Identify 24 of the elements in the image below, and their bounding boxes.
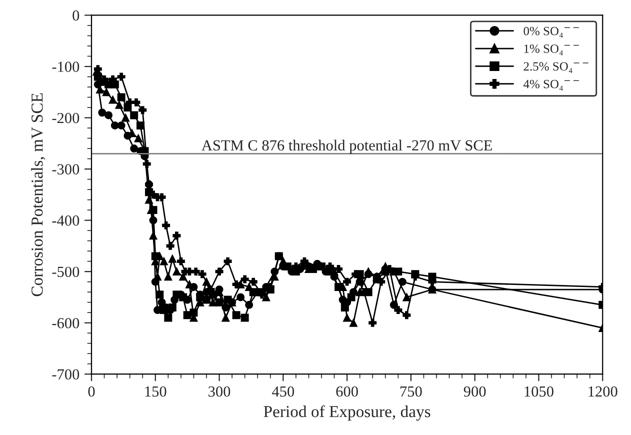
- x-axis-title: Period of Exposure, days: [264, 405, 430, 421]
- ref-line-label: ASTM C 876 threshold potential -270 mV SCE: [202, 140, 492, 154]
- y-tick-label: -400: [52, 215, 80, 226]
- y-tick-label: 0: [72, 10, 80, 21]
- x-tick-label: 1200: [588, 386, 618, 397]
- x-tick-label: 750: [400, 386, 422, 397]
- x-tick-label: 300: [208, 386, 230, 397]
- x-tick-label: 450: [272, 386, 294, 397]
- y-tick-label: -300: [52, 164, 80, 174]
- y-axis-title: Corrosion Potentials, mV SCE: [31, 93, 46, 296]
- x-tick-label: 1050: [524, 386, 554, 397]
- x-tick-label: 0: [88, 386, 95, 397]
- legend-label: 2.5% SO₄$^{−−}$: [524, 62, 588, 74]
- x-tick-label: 900: [464, 386, 486, 397]
- y-tick-label: -600: [52, 318, 80, 328]
- legend-label: 1% SO₄$^{−−}$: [524, 44, 579, 56]
- legend-label: 4% SO₄$^{−−}$: [523, 80, 579, 91]
- y-tick-label: -100: [52, 62, 80, 72]
- y-tick-label: -500: [52, 266, 80, 278]
- y-tick-label: -700: [52, 369, 80, 380]
- x-tick-label: 600: [336, 386, 358, 397]
- legend-label: 0% SO₄$^{−−}$: [524, 26, 579, 38]
- x-tick-label: 150: [145, 386, 166, 397]
- y-tick-label: -200: [52, 112, 80, 124]
